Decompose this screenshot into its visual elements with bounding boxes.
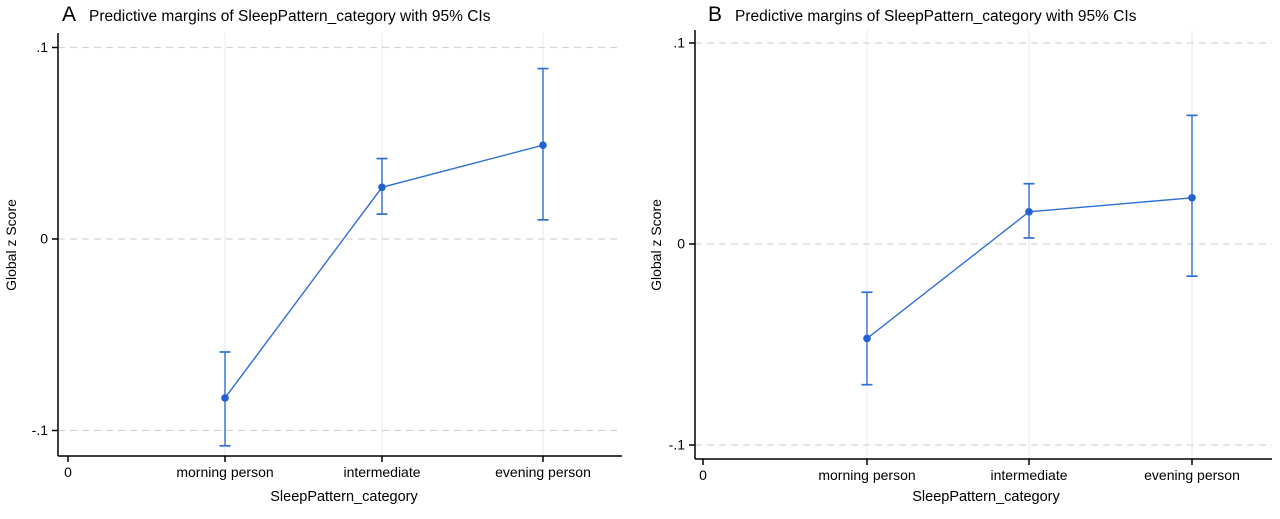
y-tick-label: 0 bbox=[677, 236, 685, 252]
x-origin-tick-label: 0 bbox=[64, 464, 72, 480]
x-category-label: evening person bbox=[1144, 467, 1240, 483]
x-origin-tick-label: 0 bbox=[699, 467, 707, 483]
panel-b-letter: B bbox=[708, 3, 723, 26]
x-category-label: intermediate bbox=[990, 467, 1067, 483]
y-tick-label: .1 bbox=[36, 39, 48, 55]
panel-b-title-row: B Predictive margins of SleepPattern_cat… bbox=[708, 2, 1137, 29]
series-marker bbox=[1025, 208, 1033, 216]
y-tick-label: -.1 bbox=[32, 422, 49, 438]
series-marker bbox=[863, 334, 871, 343]
y-tick-label: 0 bbox=[40, 231, 48, 247]
x-category-label: intermediate bbox=[343, 464, 420, 480]
panel-b: B Predictive margins of SleepPattern_cat… bbox=[640, 0, 1280, 519]
panel-a-x-axis-title: SleepPattern_category bbox=[270, 489, 418, 505]
panel-b-x-axis-title: SleepPattern_category bbox=[912, 489, 1060, 505]
panel-a-title: Predictive margins of SleepPattern_categ… bbox=[89, 8, 491, 25]
series-marker bbox=[378, 183, 386, 192]
y-tick-label: -.1 bbox=[669, 437, 686, 453]
series-marker bbox=[1188, 193, 1196, 202]
panel-b-plot-area: .1 0 -.1 0 morning person intermediate evening… bbox=[669, 30, 1272, 483]
panel-a-plot-area: .1 0 -.1 0 morning person intermediate evening… bbox=[32, 33, 622, 480]
x-category-label: morning person bbox=[176, 464, 273, 480]
x-category-label: evening person bbox=[495, 464, 591, 480]
x-category-label: morning person bbox=[818, 467, 915, 483]
panel-a-title-row: A Predictive margins of SleepPattern_cat… bbox=[62, 2, 491, 29]
panel-a-letter: A bbox=[62, 3, 77, 26]
series-marker bbox=[539, 141, 547, 149]
series-line bbox=[224, 144, 544, 399]
panel-a: A Predictive margins of SleepPattern_cat… bbox=[3, 2, 622, 505]
panel-b-title: Predictive margins of SleepPattern_categ… bbox=[735, 8, 1137, 25]
y-tick-label: .1 bbox=[673, 35, 685, 51]
series-marker bbox=[221, 394, 229, 402]
